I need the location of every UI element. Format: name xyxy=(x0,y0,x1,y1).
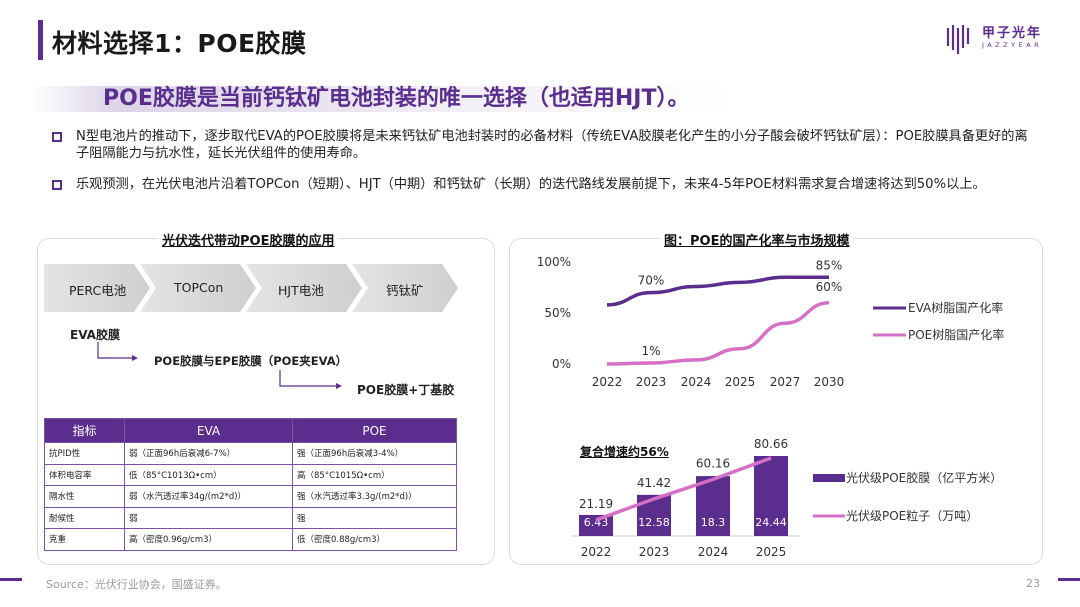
x-tick-label: 2022 xyxy=(581,545,612,559)
x-tick-label: 2027 xyxy=(770,375,801,389)
legend-swatch xyxy=(813,474,845,482)
film-poe-butyl: POE胶膜+丁基胶 xyxy=(357,383,455,397)
bar-label: 12.58 xyxy=(638,516,670,529)
line-data-label: 41.42 xyxy=(637,476,671,490)
left-panel-title: 光伏迭代带动POE胶膜的应用 xyxy=(158,230,339,249)
series-line-1 xyxy=(606,275,829,307)
table-header: 指标 xyxy=(44,418,125,443)
table-header: EVA xyxy=(124,418,293,443)
y-tick-label: 0% xyxy=(552,357,571,371)
x-tick-label: 2024 xyxy=(681,375,712,389)
table-cell: 强（正面96h后衰减3-4%） xyxy=(292,442,457,465)
y-tick-label: 100% xyxy=(537,255,571,269)
table-row: 克重 高（密度0.96g/cm3） 低（密度0.88g/cm3） xyxy=(44,528,457,551)
step-label: PERC电池 xyxy=(69,283,127,298)
logo-name: 甲子光年 xyxy=(982,26,1043,41)
data-label: 60% xyxy=(816,280,843,294)
line-data-label: 60.16 xyxy=(696,456,730,470)
x-tick-label: 2024 xyxy=(698,545,729,559)
x-tick-label: 2023 xyxy=(639,545,670,559)
x-tick-label: 2022 xyxy=(592,375,623,389)
bullet-text: 乐观预测，在光伏电池片沿着TOPCon（短期）、HJT（中期）和钙钛矿（长期）的… xyxy=(76,177,986,192)
bullet-square-icon xyxy=(52,180,62,190)
footer-accent-right xyxy=(1058,578,1080,581)
page-number: 23 xyxy=(1026,577,1040,590)
line-data-label: 80.66 xyxy=(754,437,788,451)
x-tick-label: 2023 xyxy=(636,375,667,389)
headline: POE胶膜是当前钙钛矿电池封装的唯一选择（也适用HJT）。 xyxy=(103,86,690,111)
step-label: 钙钛矿 xyxy=(386,283,424,298)
logo: 甲子光年 JAZZYEAR xyxy=(942,22,1062,58)
x-tick-label: 2025 xyxy=(756,545,787,559)
table-row: 耐候性 弱 强 xyxy=(44,506,457,529)
logo-subtitle: JAZZYEAR xyxy=(982,41,1043,49)
legend-label: POE树脂国产化率 xyxy=(908,327,1004,342)
bar-label: 18.3 xyxy=(701,516,726,529)
legend-label: 光伏级POE胶膜（亿平方米） xyxy=(846,470,1002,485)
logo-mark-icon xyxy=(946,25,970,54)
right-panel-title: 图：POE的国产化率与市场规模 xyxy=(660,230,854,249)
bullet-text: N型电池片的推动下，逐步取代EVA的POE胶膜将是未来钙钛矿电池封装时的必备材料… xyxy=(76,129,1028,161)
growth-label: 复合增速约56% xyxy=(580,445,669,459)
footer-source: Source：光伏行业协会，国盛证券。 xyxy=(46,578,227,591)
comparison-table: 指标 EVA POE 抗PID性 弱（正面96h后衰减6-7%） 强（正面96h… xyxy=(44,418,457,551)
table-cell: 低（密度0.88g/cm3） xyxy=(292,528,457,551)
headline-highlight xyxy=(30,86,730,112)
bar-label: 24.44 xyxy=(755,516,787,529)
step-label: HJT电池 xyxy=(278,283,324,298)
y-tick-label: 50% xyxy=(544,306,571,320)
data-label: 1% xyxy=(641,344,660,358)
footer-accent-left xyxy=(0,578,22,581)
table-row: 体积电容率 低（85°C1013Ω•cm） 高（85°C1015Ω•cm） xyxy=(44,463,457,486)
x-tick-label: 2030 xyxy=(814,375,845,389)
title-accent-bar xyxy=(38,20,43,60)
film-eva: EVA胶膜 xyxy=(70,328,120,342)
bar xyxy=(754,456,788,536)
x-tick-label: 2025 xyxy=(725,375,756,389)
legend-label: EVA树脂国产化率 xyxy=(908,300,1003,315)
film-poe-epe: POE胶膜与EPE胶膜（POE夹EVA） xyxy=(154,354,348,368)
series-line-2 xyxy=(606,301,830,366)
table-row: 抗PID性 弱（正面96h后衰减6-7%） 强（正面96h后衰减3-4%） xyxy=(44,442,457,465)
bullet-square-icon xyxy=(52,132,62,142)
bar xyxy=(579,514,613,536)
bar xyxy=(696,476,730,536)
page-title: 材料选择1：POE胶膜 xyxy=(52,29,307,58)
data-label: 70% xyxy=(638,274,665,288)
line-data-label: 21.19 xyxy=(579,497,613,511)
series-line-poe-particles xyxy=(595,456,772,522)
data-label: 85% xyxy=(816,258,843,272)
step-label: TOPCon xyxy=(174,280,224,295)
table-header: POE xyxy=(292,418,457,443)
legend-label: 光伏级POE粒子（万吨） xyxy=(846,508,978,523)
table-row: 隔水性 弱（水汽透过率34g/(m2*d)） 强（水汽透过率3.3g/(m2*d… xyxy=(44,485,457,508)
